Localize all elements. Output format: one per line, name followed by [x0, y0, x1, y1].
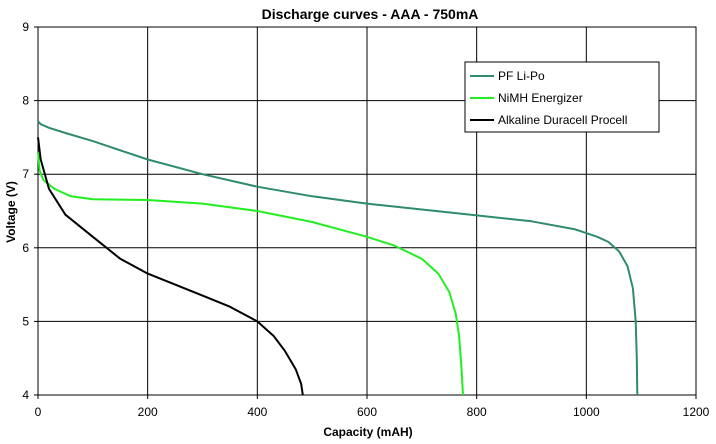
legend-label: NiMH Energizer — [498, 91, 583, 105]
y-tick-label: 9 — [22, 20, 29, 34]
series-line-2 — [37, 152, 464, 396]
series-line-3 — [37, 137, 304, 396]
y-tick-label: 7 — [22, 167, 29, 181]
x-axis-title: Capacity (mAH) — [323, 425, 412, 439]
series-line-1 — [37, 120, 639, 396]
series-layer — [37, 120, 639, 396]
y-axis-title: Voltage (V) — [4, 181, 18, 243]
legend-label: Alkaline Duracell Procell — [498, 113, 627, 127]
legend-label: PF Li-Po — [498, 69, 545, 83]
x-tick-label: 800 — [467, 405, 487, 419]
x-tick-label: 0 — [35, 405, 42, 419]
y-tick-label: 6 — [22, 241, 29, 255]
legend: PF Li-Po NiMH Energizer Alkaline Duracell … — [464, 61, 660, 133]
x-tick-label: 200 — [138, 405, 158, 419]
x-axis-ticks: 0 200 400 600 800 1000 1200 — [35, 395, 710, 419]
x-tick-label: 1000 — [573, 405, 600, 419]
chart-title: Discharge curves - AAA - 750mA — [262, 6, 479, 22]
x-tick-label: 1200 — [683, 405, 710, 419]
legend-box — [464, 61, 660, 133]
x-tick-label: 400 — [247, 405, 267, 419]
y-axis-ticks: 4 5 6 7 8 9 — [22, 20, 38, 402]
y-tick-label: 4 — [22, 388, 29, 402]
y-tick-label: 8 — [22, 94, 29, 108]
x-tick-label: 600 — [357, 405, 377, 419]
y-tick-label: 5 — [22, 314, 29, 328]
